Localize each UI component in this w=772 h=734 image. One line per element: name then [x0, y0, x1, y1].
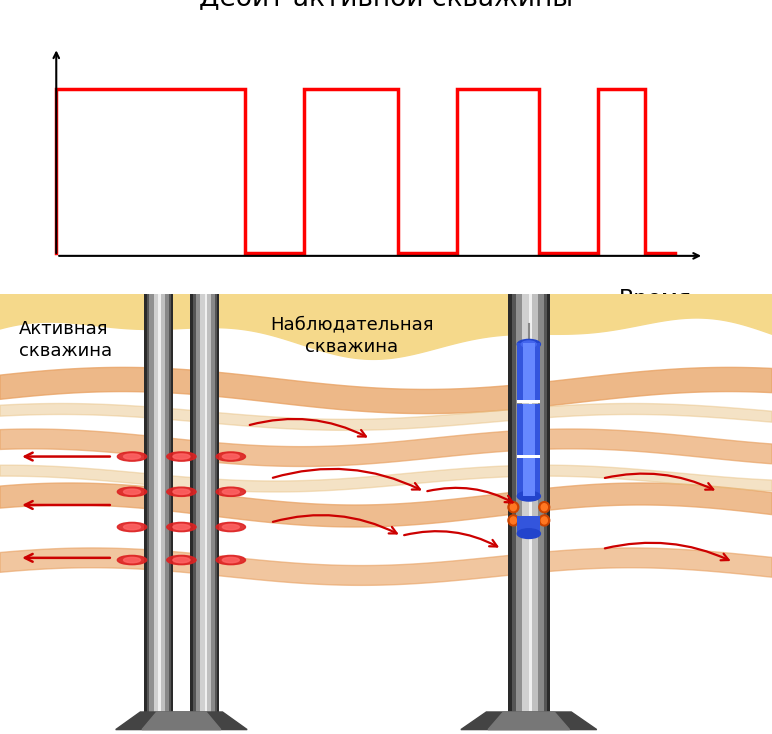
Ellipse shape [517, 339, 540, 349]
Bar [547, 272, 550, 719]
Text: Время: Время [619, 288, 692, 309]
Ellipse shape [508, 502, 519, 512]
Ellipse shape [173, 557, 190, 563]
Bar [168, 272, 171, 719]
Polygon shape [488, 712, 570, 730]
Ellipse shape [117, 556, 147, 564]
Bar [205, 272, 207, 719]
Bar [523, 457, 534, 496]
Ellipse shape [173, 489, 190, 495]
Bar [161, 272, 164, 719]
Bar [171, 272, 173, 719]
Bar [215, 272, 217, 719]
Ellipse shape [222, 557, 239, 563]
Bar [154, 272, 158, 719]
Text: Активная
скважина: Активная скважина [19, 320, 113, 360]
Ellipse shape [124, 454, 141, 459]
Ellipse shape [521, 341, 537, 348]
Bar [523, 404, 534, 457]
Bar [532, 272, 538, 719]
Ellipse shape [222, 524, 239, 530]
Ellipse shape [222, 489, 239, 495]
Polygon shape [461, 712, 597, 730]
Bar [517, 457, 540, 496]
Ellipse shape [539, 515, 550, 526]
Bar [196, 272, 200, 719]
Bar [517, 400, 540, 403]
Ellipse shape [167, 523, 196, 531]
Ellipse shape [117, 487, 147, 496]
Ellipse shape [167, 452, 196, 461]
Bar [517, 455, 540, 458]
Ellipse shape [167, 556, 196, 564]
Ellipse shape [124, 489, 141, 495]
Ellipse shape [222, 454, 239, 459]
Bar [529, 272, 532, 719]
Ellipse shape [167, 487, 196, 496]
Bar [523, 272, 529, 719]
Bar [508, 272, 512, 719]
Text: Наблюдательная
скважина: Наблюдательная скважина [270, 316, 434, 356]
Ellipse shape [510, 517, 516, 524]
Bar [512, 272, 516, 719]
Ellipse shape [517, 528, 540, 539]
Ellipse shape [117, 452, 147, 461]
Bar [164, 272, 168, 719]
Bar [517, 516, 540, 534]
Bar [217, 272, 219, 719]
Bar [523, 344, 534, 401]
Ellipse shape [124, 524, 141, 530]
Polygon shape [116, 712, 247, 730]
Ellipse shape [508, 515, 519, 526]
Ellipse shape [216, 556, 245, 564]
Polygon shape [142, 712, 221, 730]
Bar [517, 404, 540, 457]
Bar [516, 272, 523, 719]
Ellipse shape [124, 557, 141, 563]
Ellipse shape [510, 504, 516, 511]
Bar [543, 272, 547, 719]
Ellipse shape [517, 491, 540, 501]
Bar [147, 272, 150, 719]
Bar [538, 272, 543, 719]
Bar [517, 344, 540, 401]
Ellipse shape [216, 487, 245, 496]
Bar [200, 272, 205, 719]
Bar [150, 272, 154, 719]
Ellipse shape [539, 502, 550, 512]
Bar [211, 272, 215, 719]
Bar [193, 272, 196, 719]
Ellipse shape [541, 517, 547, 524]
Bar [207, 272, 211, 719]
Ellipse shape [173, 454, 190, 459]
Ellipse shape [117, 523, 147, 531]
Ellipse shape [173, 524, 190, 530]
Bar [144, 272, 147, 719]
Title: Дебит активной скважины: Дебит активной скважины [199, 0, 573, 12]
Bar [158, 272, 161, 719]
Bar [190, 272, 193, 719]
Ellipse shape [216, 523, 245, 531]
Ellipse shape [216, 452, 245, 461]
Ellipse shape [541, 504, 547, 511]
